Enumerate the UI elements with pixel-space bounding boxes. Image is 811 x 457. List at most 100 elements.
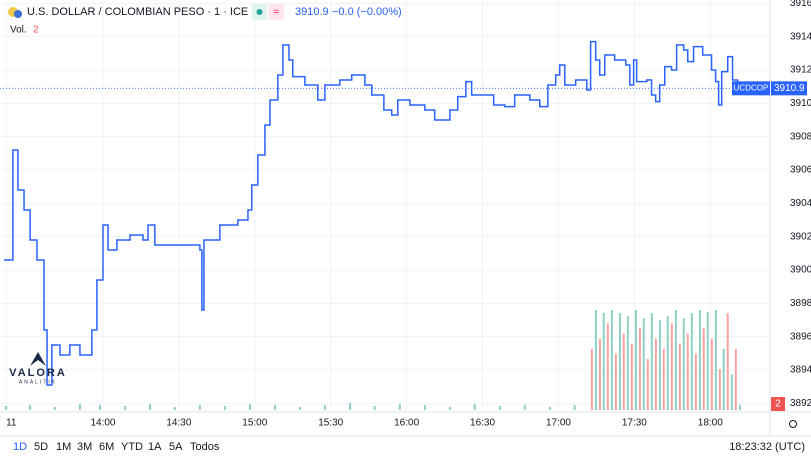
last-symbol: UCDCOP — [734, 83, 769, 92]
volume-bar — [29, 404, 32, 410]
y-tick-label: 3902.0 — [790, 231, 811, 242]
range-button[interactable]: 1A — [148, 441, 162, 453]
clock: 18:23:32 (UTC) — [729, 441, 805, 453]
range-button[interactable]: Todos — [190, 441, 220, 453]
volume-bar — [666, 316, 669, 410]
y-tick-label: 3894.0 — [790, 365, 811, 376]
range-button[interactable]: 5A — [169, 441, 183, 453]
volume-bar — [173, 406, 176, 410]
volume-bar — [650, 313, 653, 410]
header-change: −0.0 (−0.00%) — [332, 6, 402, 18]
y-tick-label: 3896.0 — [790, 331, 811, 342]
delay-icon: ≈ — [273, 6, 279, 18]
volume-bar — [5, 405, 8, 410]
axes: 3892.0 3894.0 3896.0 3898.0 3900.0 3902.0 3904… — [6, 0, 811, 429]
x-tick-label: 15:00 — [242, 418, 267, 429]
volume-bar — [98, 404, 101, 410]
volume-bar — [298, 406, 301, 410]
volume-bar — [670, 323, 673, 410]
volume-bar — [249, 403, 252, 410]
status-dot — [256, 9, 263, 15]
volume-bar — [610, 310, 613, 410]
volume-bar — [274, 404, 277, 410]
y-tick-label: 3892.0 — [790, 398, 811, 409]
volume-bar — [714, 310, 717, 410]
x-tick-label: 15:30 — [318, 418, 343, 429]
volume-bar — [622, 333, 625, 410]
y-tick-label: 3914.0 — [790, 31, 811, 42]
x-tick-label: 16:30 — [470, 418, 495, 429]
y-tick-label: 3898.0 — [790, 298, 811, 309]
settings-icon[interactable] — [789, 420, 797, 428]
y-tick-label: 3904.0 — [790, 198, 811, 209]
range-button[interactable]: 1M — [56, 441, 71, 453]
volume-bar — [373, 405, 376, 410]
volume-bar — [602, 313, 605, 410]
volume-bar — [149, 403, 152, 410]
range-button[interactable]: 1D — [13, 441, 27, 453]
volume-bar — [78, 403, 81, 410]
volume-axis-value: 2 — [775, 399, 781, 410]
range-button[interactable]: 5D — [34, 441, 48, 453]
logo-name: VALORA — [9, 367, 67, 379]
volume-bar — [678, 343, 681, 410]
y-tick-label: 3910.0 — [790, 98, 811, 109]
volume-axis-box — [771, 397, 785, 411]
volume-bar — [730, 374, 733, 410]
logo-sub: ANALITIK — [19, 379, 57, 385]
volume-bar — [523, 404, 526, 410]
volume-bar — [626, 316, 629, 410]
volume-bar — [642, 318, 645, 410]
volume-bar — [323, 404, 326, 410]
volume-bar — [398, 403, 401, 410]
volume-bar — [686, 333, 689, 410]
volume-bar — [738, 404, 741, 410]
volume-bar — [662, 348, 665, 410]
range-button[interactable]: 6M — [99, 441, 114, 453]
y-tick-label: 3906.0 — [790, 165, 811, 176]
volume-bar — [548, 406, 551, 410]
volume-bar — [124, 405, 127, 410]
volume-label: Vol. — [10, 25, 27, 36]
y-tick-label: 3900.0 — [790, 265, 811, 276]
volume-bar — [654, 338, 657, 410]
volume-bar — [53, 406, 56, 410]
volume-bar — [722, 348, 725, 410]
volume-bar — [674, 310, 677, 410]
symbol: U.S. DOLLAR / COLOMBIAN PESO · 1 · ICE — [27, 6, 248, 18]
volume — [5, 310, 741, 410]
volume-bar — [682, 318, 685, 410]
last-symbol-box — [732, 81, 770, 96]
range-button[interactable]: 3M — [77, 441, 92, 453]
volume-bar — [473, 403, 476, 410]
flag-icon — [14, 10, 22, 18]
x-tick-label: 14:30 — [166, 418, 191, 429]
range-bar: 1D 5D 1M 3M 6M YTD 1A 5A Todos — [13, 441, 220, 453]
volume-bar — [726, 313, 729, 410]
volume-bar — [698, 310, 701, 410]
volume-bar — [734, 348, 737, 410]
volume-bar — [448, 406, 451, 410]
volume-bar — [423, 404, 426, 410]
x-tick-label: 11 — [6, 418, 17, 429]
volume-bar — [630, 343, 633, 410]
volume-bar — [658, 320, 661, 410]
range-button[interactable]: YTD — [121, 441, 143, 453]
plot — [0, 40, 770, 386]
x-tick-label: 16:00 — [394, 418, 419, 429]
volume-bar — [594, 310, 597, 410]
volume-bar — [598, 338, 601, 410]
delay-badge[interactable] — [268, 4, 284, 20]
x-tick-label: 17:30 — [622, 418, 647, 429]
last-price-box — [771, 81, 807, 96]
volume-bar — [606, 323, 609, 410]
y-tick-label: 3916.0 — [790, 0, 811, 9]
volume-bar — [638, 328, 641, 410]
y-tick-label: 3908.0 — [790, 131, 811, 142]
volume-bar — [694, 353, 697, 410]
volume-bar — [702, 328, 705, 410]
volume-bar — [618, 313, 621, 410]
volume-bar — [348, 402, 351, 410]
